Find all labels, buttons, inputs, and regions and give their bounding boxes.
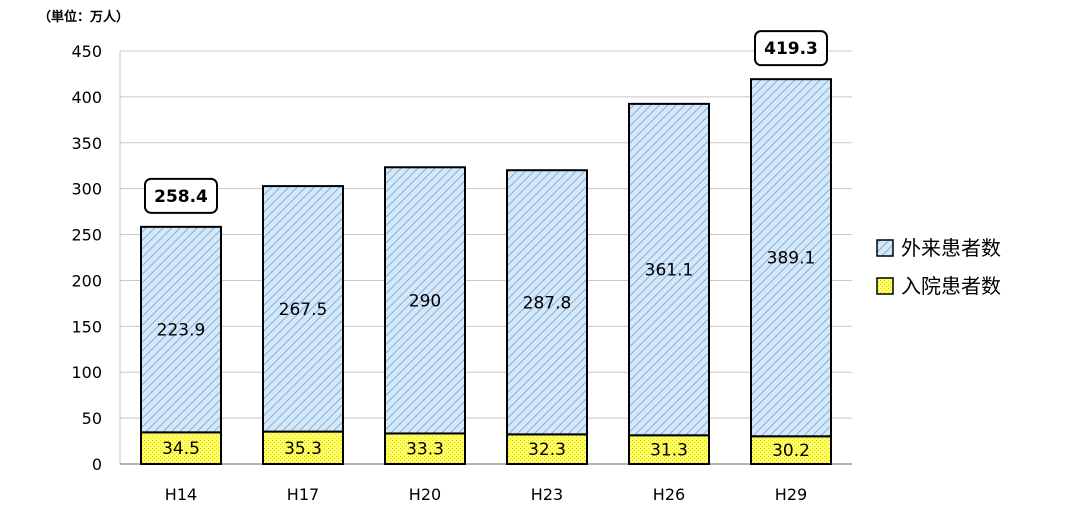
total-callout-label: 419.3 [764,39,818,59]
bar-value-label: 34.5 [162,439,200,459]
bar-segment [262,185,344,433]
unit-label: （単位：万人） [38,10,130,25]
bar-segment [384,432,466,465]
bar-value-label: 287.8 [523,293,572,313]
bar-value-label: 31.3 [650,441,688,461]
y-tick-label: 250 [71,226,102,245]
y-tick-label: 200 [71,271,102,290]
bar-value-label: 389.1 [767,249,816,269]
bar-segment [506,433,588,465]
axes: 0 50 100 150 200 250 300 350 400 450 H14 H17 H20 H23 H… [71,42,852,504]
bar-value-label: 33.3 [406,440,444,460]
total-callout-label: 258.4 [154,187,208,207]
x-tick-label: H26 [653,485,685,504]
bar-segment [750,78,832,438]
bar-value-label: 32.3 [528,440,566,460]
bar-segment [140,431,222,466]
y-tick-label: 150 [71,317,102,336]
data-labels: 34.5 223.9 35.3 267.5 33.3 290 32.3 287.8 31.3 36… [144,30,828,461]
legend-label: 入院患者数 [901,274,1001,298]
bar-value-label: 267.5 [279,300,328,320]
y-tick-label: 350 [71,134,102,153]
y-tick-label: 400 [71,88,102,107]
bar-value-label: 290 [409,291,441,311]
gridlines [120,50,852,419]
legend-swatch [876,277,894,295]
total-callout-box [754,30,828,67]
bar-segment [628,434,710,466]
x-tick-label: H23 [531,485,563,504]
bar-segment [506,169,588,436]
y-tick-label: 100 [71,363,102,382]
y-tick-label: 300 [71,180,102,199]
y-tick-label: 450 [71,42,102,61]
bar-segment [140,225,222,434]
bar-segment [628,102,710,437]
x-tick-label: H17 [287,485,319,504]
x-tick-label: H20 [409,485,441,504]
total-callout-box [144,177,218,214]
legend-swatch [876,239,894,257]
bar-value-label: 223.9 [157,321,206,341]
bars [140,78,832,466]
y-tick-label: 0 [92,455,102,474]
bar-value-label: 35.3 [284,439,322,459]
bar-value-label: 30.2 [772,441,810,461]
bar-segment [384,166,466,435]
x-tick-label: H29 [775,485,807,504]
legend-label: 外来患者数 [901,236,1001,260]
bar-segment [750,435,832,465]
x-tick-label: H14 [165,485,197,504]
y-tick-label: 50 [82,409,102,428]
bar-value-label: 361.1 [645,261,694,281]
